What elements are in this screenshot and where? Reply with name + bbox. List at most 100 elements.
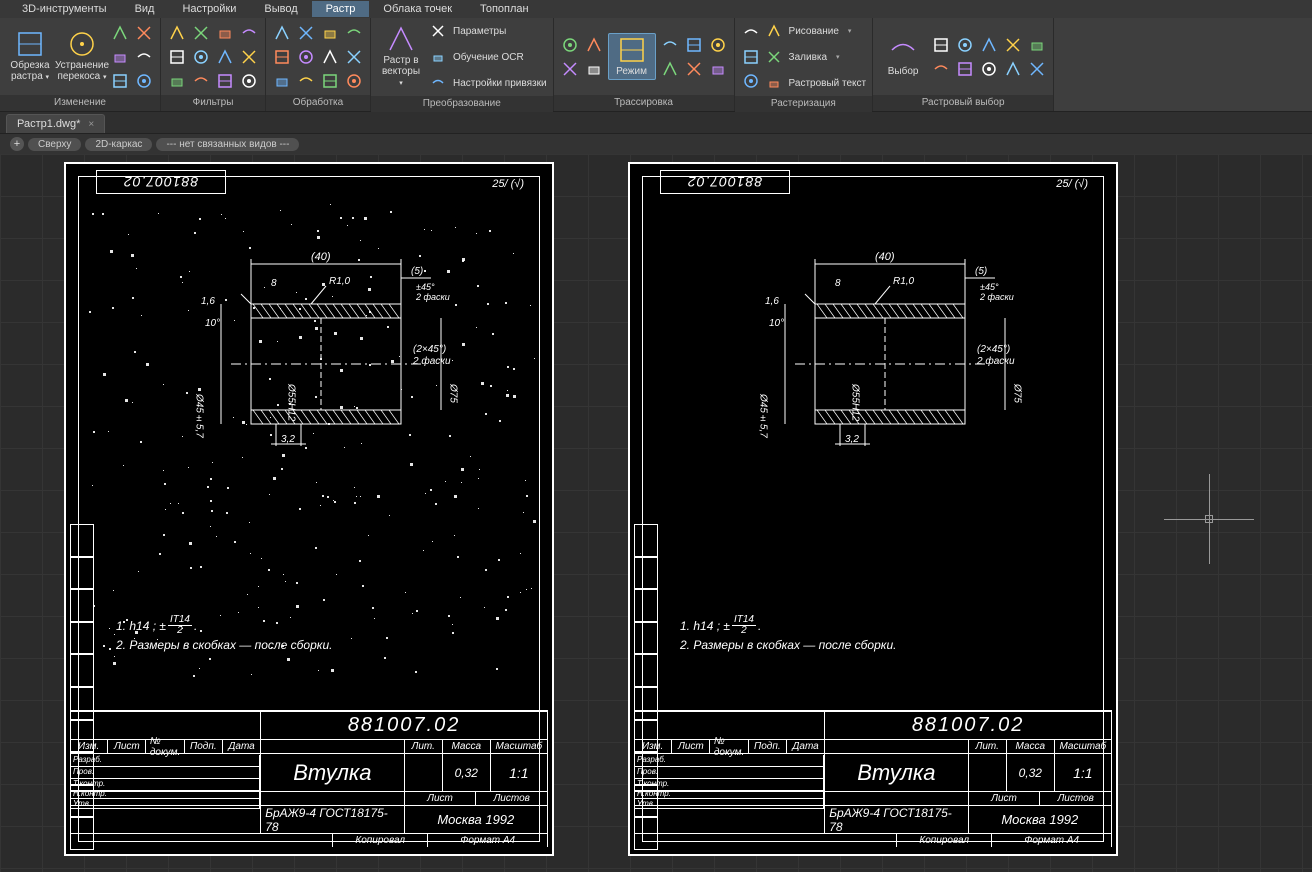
- tool-icon[interactable]: [708, 35, 728, 55]
- tool-icon[interactable]: [296, 47, 316, 67]
- tool-icon[interactable]: [741, 71, 761, 91]
- tool-icon[interactable]: [1003, 59, 1023, 79]
- menu-настройки[interactable]: Настройки: [168, 1, 250, 17]
- tool-icon[interactable]: [320, 71, 340, 91]
- svg-text:2 фаски: 2 фаски: [976, 355, 1015, 367]
- tool-icon[interactable]: [741, 47, 761, 67]
- title-block: 881007.02Изм.Лист№ докум.Подп.ДатаЛит.Ма…: [634, 710, 1112, 850]
- tool-icon[interactable]: [684, 59, 704, 79]
- button-label: Устранение перекоса ▾: [55, 60, 109, 83]
- tool-icon[interactable]: [110, 23, 130, 43]
- view-pill[interactable]: --- нет связанных видов ---: [156, 138, 299, 151]
- tool-icon[interactable]: [708, 59, 728, 79]
- tool-icon[interactable]: [955, 59, 975, 79]
- panel-title: Преобразование: [371, 96, 553, 112]
- panel-title: Трассировка: [554, 95, 734, 111]
- drawing-canvas[interactable]: 881007.0225/ (√)(40)(5)±45°2 фаскиR1,0(2…: [0, 154, 1312, 872]
- mode-button[interactable]: Режим: [608, 33, 656, 80]
- tool-icon[interactable]: [134, 47, 154, 67]
- fill-button[interactable]: Заливка: [765, 46, 840, 68]
- panel-title: Обработка: [266, 95, 370, 111]
- menu-вид[interactable]: Вид: [121, 1, 169, 17]
- tool-icon[interactable]: [134, 71, 154, 91]
- tool-icon[interactable]: [660, 59, 680, 79]
- drawing-notes: 1. h14 ; ±IT142.2. Размеры в скобках — п…: [116, 615, 532, 654]
- tool-icon[interactable]: [239, 71, 259, 91]
- ocr-button[interactable]: Обучение OCR: [429, 46, 524, 68]
- tool-icon[interactable]: [1003, 35, 1023, 55]
- text-button[interactable]: Растровый текст: [765, 72, 867, 94]
- tool-icon[interactable]: [741, 23, 761, 43]
- tool-icon[interactable]: [272, 71, 292, 91]
- tool-icon[interactable]: [584, 35, 604, 55]
- svg-text:2 фаски: 2 фаски: [979, 292, 1014, 302]
- tool-icon[interactable]: [344, 23, 364, 43]
- tool-icon[interactable]: [320, 23, 340, 43]
- add-view-button[interactable]: +: [10, 137, 24, 151]
- tool-icon[interactable]: [191, 47, 211, 67]
- tool-icon[interactable]: [239, 47, 259, 67]
- tool-icon[interactable]: [296, 23, 316, 43]
- button-label: Растровый текст: [789, 78, 867, 89]
- tool-icon[interactable]: [584, 59, 604, 79]
- tool-icon[interactable]: [955, 35, 975, 55]
- view-pill[interactable]: Сверху: [28, 138, 81, 151]
- menu-облака-точек[interactable]: Облака точек: [369, 1, 466, 17]
- menu-растр[interactable]: Растр: [312, 1, 370, 17]
- tool-icon[interactable]: [110, 71, 130, 91]
- snap-button[interactable]: Настройки привязки: [429, 72, 547, 94]
- tool-icon[interactable]: [167, 47, 187, 67]
- tool-icon[interactable]: [560, 35, 580, 55]
- tool-icon[interactable]: [344, 71, 364, 91]
- ribbon-panel-изменение: Обрезка растра ▾Устранение перекоса ▾ Изм…: [0, 18, 161, 111]
- tool-icon[interactable]: [239, 23, 259, 43]
- crop-button[interactable]: Обрезка растра ▾: [6, 28, 54, 85]
- title-block: 881007.02Изм.Лист№ докум.Подп.ДатаЛит.Ма…: [70, 710, 548, 850]
- tool-icon[interactable]: [215, 71, 235, 91]
- svg-text:8: 8: [271, 278, 277, 289]
- tool-icon[interactable]: [110, 47, 130, 67]
- tool-icon[interactable]: [931, 35, 951, 55]
- tool-icon[interactable]: [215, 47, 235, 67]
- r2v-icon: [387, 25, 415, 53]
- tool-icon[interactable]: [320, 47, 340, 67]
- gear-button[interactable]: Параметры: [429, 20, 506, 42]
- button-label: Выбор: [888, 66, 919, 77]
- tool-icon[interactable]: [660, 35, 680, 55]
- tool-icon[interactable]: [272, 23, 292, 43]
- tool-icon[interactable]: [134, 23, 154, 43]
- tool-icon[interactable]: [344, 47, 364, 67]
- tool-icon[interactable]: [1027, 35, 1047, 55]
- tool-icon[interactable]: [215, 23, 235, 43]
- menu-топоплан[interactable]: Топоплан: [466, 1, 543, 17]
- button-label: Параметры: [453, 26, 506, 37]
- menu-3d-инструменты[interactable]: 3D-инструменты: [8, 1, 121, 17]
- tool-icon[interactable]: [1027, 59, 1047, 79]
- file-tab[interactable]: Растр1.dwg* ×: [6, 114, 105, 133]
- menu-вывод[interactable]: Вывод: [250, 1, 311, 17]
- tool-icon[interactable]: [191, 71, 211, 91]
- deskew-button[interactable]: Устранение перекоса ▾: [58, 28, 106, 85]
- draw-button[interactable]: Рисование: [765, 20, 852, 42]
- panel-title: Изменение: [0, 95, 160, 111]
- tool-icon[interactable]: [560, 59, 580, 79]
- tool-icon[interactable]: [979, 59, 999, 79]
- tool-icon[interactable]: [167, 23, 187, 43]
- select-button[interactable]: Выбор: [879, 34, 927, 79]
- vector-sheet: 881007.0225/ (√)(40)(5)±45°2 фаскиR1,0(2…: [628, 162, 1118, 856]
- ribbon-panel-преобразование: Растр в векторы ▾ Параметры Обучение OCR На…: [371, 18, 554, 111]
- svg-text:Ø75: Ø75: [448, 383, 459, 403]
- tool-icon[interactable]: [167, 71, 187, 91]
- close-tab-icon[interactable]: ×: [88, 119, 94, 130]
- ribbon-panel-растеризация: РисованиеЗаливкаРастровый текстРастериза…: [735, 18, 874, 111]
- tool-icon[interactable]: [296, 71, 316, 91]
- view-pill[interactable]: 2D-каркас: [85, 138, 152, 151]
- gear-icon: [429, 22, 447, 40]
- tool-icon[interactable]: [272, 47, 292, 67]
- tool-icon[interactable]: [931, 59, 951, 79]
- tool-icon[interactable]: [684, 35, 704, 55]
- svg-text:1,6: 1,6: [201, 296, 215, 307]
- r2v-button[interactable]: Растр в векторы ▾: [377, 23, 425, 91]
- tool-icon[interactable]: [191, 23, 211, 43]
- tool-icon[interactable]: [979, 35, 999, 55]
